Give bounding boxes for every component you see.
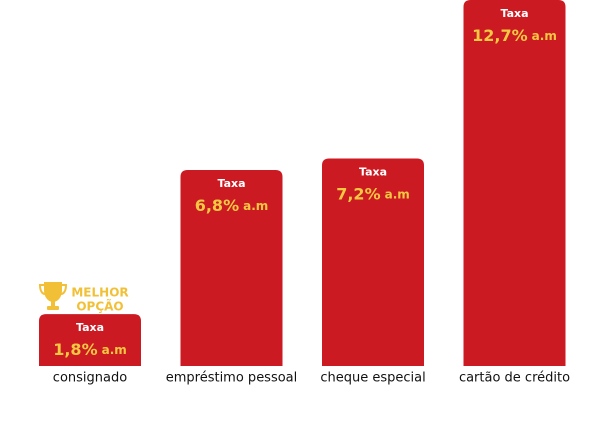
x-tick-label: cheque especial (320, 371, 425, 386)
bar (322, 158, 424, 366)
bar-caption: Taxa (500, 7, 528, 20)
value-unit: a.m (243, 199, 268, 213)
bar-caption: Taxa (217, 177, 245, 190)
bar (463, 0, 566, 366)
x-tick-label: consignado (53, 371, 127, 386)
value-number: 12,7% (472, 26, 528, 45)
x-tick-label: empréstimo pessoal (166, 371, 298, 386)
value-label: 6,8% a.m (195, 196, 269, 215)
value-number: 1,8% (53, 340, 97, 359)
bar (180, 170, 283, 366)
value-label: 12,7% a.m (472, 26, 557, 45)
value-unit: a.m (532, 29, 557, 43)
value-label: 7,2% a.m (336, 184, 410, 203)
bar (39, 314, 141, 366)
value-label: 1,8% a.m (53, 340, 127, 359)
value-number: 7,2% (336, 184, 380, 203)
value-number: 6,8% (195, 196, 239, 215)
value-unit: a.m (385, 187, 410, 201)
x-tick-label: cartão de crédito (459, 371, 570, 386)
badge-text: MELHOR (71, 286, 128, 300)
trophy-icon (38, 282, 68, 310)
value-unit: a.m (102, 343, 127, 357)
bar-caption: Taxa (76, 321, 104, 334)
bar-caption: Taxa (359, 166, 387, 179)
badge-text: OPÇÃO (76, 299, 123, 314)
